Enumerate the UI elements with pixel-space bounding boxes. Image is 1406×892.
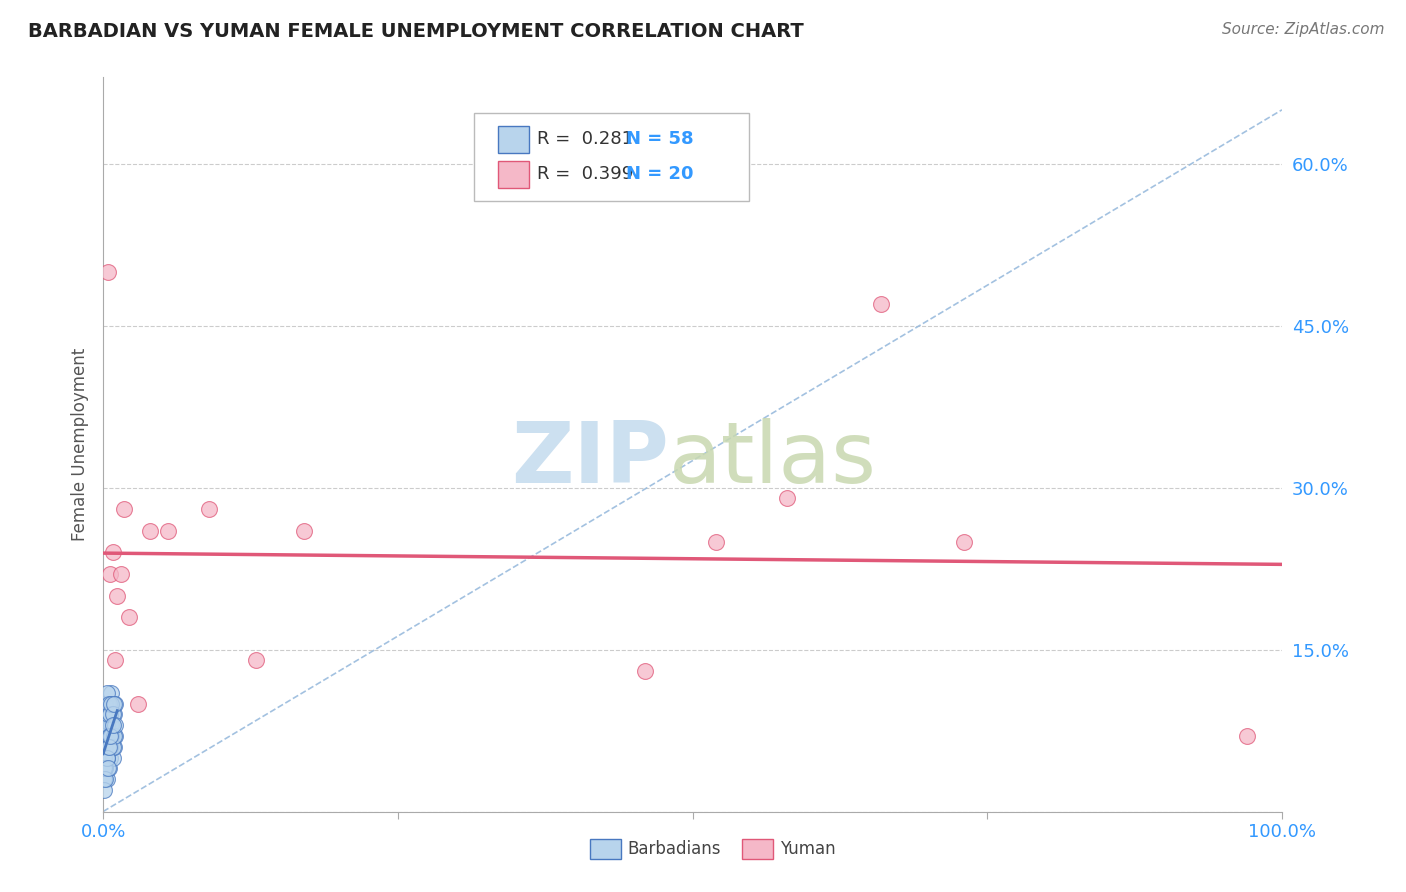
Point — [96, 750, 118, 764]
Point — [98, 750, 121, 764]
Point — [93, 750, 115, 764]
Point — [101, 729, 124, 743]
Point — [94, 739, 117, 754]
Point — [94, 718, 117, 732]
Text: ZIP: ZIP — [512, 417, 669, 500]
Point — [93, 761, 115, 775]
Point — [100, 729, 122, 743]
Point — [97, 739, 120, 754]
Point — [105, 589, 128, 603]
Point — [97, 265, 120, 279]
Point — [93, 772, 115, 786]
Point — [93, 783, 115, 797]
Point — [96, 686, 118, 700]
Point — [101, 718, 124, 732]
Point — [93, 729, 115, 743]
Point — [104, 729, 127, 743]
Point — [128, 697, 150, 711]
Point — [634, 664, 657, 678]
Point — [98, 739, 121, 754]
Point — [103, 729, 125, 743]
Point — [96, 750, 118, 764]
Point — [156, 524, 179, 538]
Point — [104, 718, 127, 732]
Point — [292, 524, 315, 538]
Y-axis label: Female Unemployment: Female Unemployment — [72, 348, 89, 541]
Text: R =  0.399: R = 0.399 — [537, 165, 633, 183]
Point — [103, 697, 125, 711]
Point — [96, 772, 118, 786]
Point — [98, 707, 121, 722]
Text: BARBADIAN VS YUMAN FEMALE UNEMPLOYMENT CORRELATION CHART: BARBADIAN VS YUMAN FEMALE UNEMPLOYMENT C… — [28, 22, 804, 41]
Point — [245, 653, 267, 667]
Point — [93, 707, 115, 722]
Text: Yuman: Yuman — [780, 840, 837, 858]
Point — [96, 750, 118, 764]
Point — [96, 718, 118, 732]
Text: Source: ZipAtlas.com: Source: ZipAtlas.com — [1222, 22, 1385, 37]
Point — [100, 739, 122, 754]
Point — [94, 729, 117, 743]
Point — [94, 697, 117, 711]
Point — [101, 750, 124, 764]
Text: N = 58: N = 58 — [626, 130, 693, 148]
Point — [98, 761, 121, 775]
Point — [98, 729, 121, 743]
Point — [98, 718, 121, 732]
Point — [98, 567, 121, 582]
Point — [98, 697, 121, 711]
Point — [97, 761, 120, 775]
Point — [198, 502, 221, 516]
Point — [952, 534, 974, 549]
Point — [101, 697, 124, 711]
Point — [870, 297, 893, 311]
Point — [100, 697, 122, 711]
Text: Barbadians: Barbadians — [628, 840, 721, 858]
Point — [98, 739, 121, 754]
Point — [104, 653, 127, 667]
Point — [97, 707, 120, 722]
Point — [101, 707, 124, 722]
Point — [101, 545, 124, 559]
Point — [103, 739, 125, 754]
Point — [776, 491, 799, 506]
Point — [118, 610, 141, 624]
Point — [100, 686, 122, 700]
Text: R =  0.281: R = 0.281 — [537, 130, 633, 148]
Text: N = 20: N = 20 — [626, 165, 693, 183]
Point — [96, 707, 118, 722]
Point — [94, 772, 117, 786]
Point — [96, 729, 118, 743]
Point — [100, 718, 122, 732]
Point — [98, 729, 121, 743]
Point — [139, 524, 162, 538]
Point — [98, 697, 121, 711]
Point — [93, 750, 115, 764]
Text: atlas: atlas — [669, 417, 877, 500]
Point — [101, 739, 124, 754]
Point — [112, 502, 135, 516]
Point — [98, 707, 121, 722]
Point — [103, 707, 125, 722]
Point — [94, 761, 117, 775]
Point — [1236, 729, 1258, 743]
Point — [104, 697, 127, 711]
Point — [97, 697, 120, 711]
Point — [94, 761, 117, 775]
Point — [110, 567, 132, 582]
Point — [704, 534, 727, 549]
Point — [98, 729, 121, 743]
Point — [97, 739, 120, 754]
Point — [97, 718, 120, 732]
